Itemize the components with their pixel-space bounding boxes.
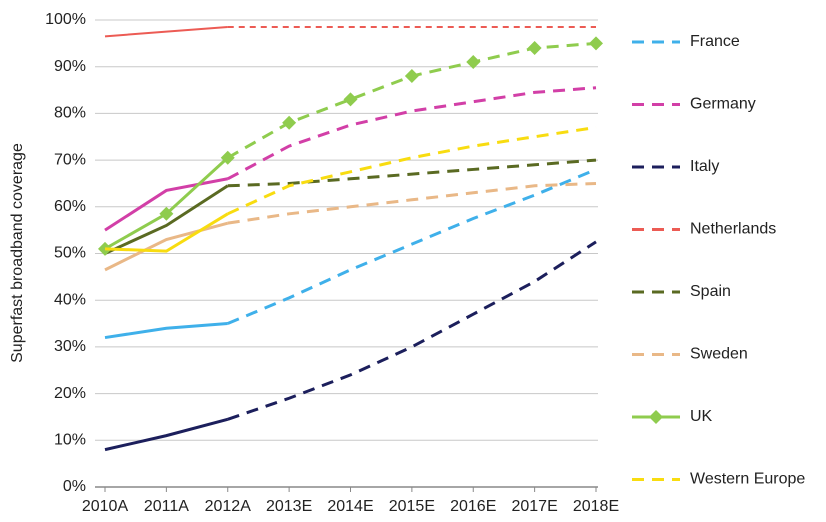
actual-line [104, 26, 228, 38]
legend-label: Netherlands [690, 221, 776, 238]
y-tick-label: 0% [63, 478, 86, 495]
legend-label: UK [690, 408, 713, 425]
legend-label: Spain [690, 283, 731, 300]
actual-line [104, 184, 229, 255]
actual-line [104, 212, 229, 253]
y-tick-label: 30% [54, 338, 86, 355]
legend-marker [649, 410, 663, 424]
x-tick-label: 2013E [266, 498, 312, 515]
x-tick-label: 2015E [389, 498, 435, 515]
forecast-line [227, 168, 597, 325]
legend-label: France [690, 33, 740, 50]
marker [343, 92, 358, 107]
actual-line [104, 177, 229, 232]
forecast-line [227, 125, 597, 216]
marker [466, 55, 481, 70]
marker [220, 150, 235, 165]
marker [527, 41, 542, 56]
actual-line [104, 417, 229, 452]
y-axis-label: Superfast broadband coverage [9, 143, 26, 363]
actual-line [104, 221, 229, 272]
y-tick-label: 70% [54, 151, 86, 168]
y-tick-label: 90% [54, 58, 86, 75]
x-tick-label: 2018E [573, 498, 619, 515]
y-tick-label: 100% [45, 11, 86, 28]
x-tick-label: 2017E [511, 498, 557, 515]
x-tick-label: 2010A [82, 498, 129, 515]
x-tick-label: 2012A [205, 498, 252, 515]
legend-label: Italy [690, 158, 719, 175]
y-tick-label: 10% [54, 432, 86, 449]
legend-label: Sweden [690, 346, 748, 363]
forecast-line [227, 86, 597, 181]
x-tick-label: 2011A [144, 498, 189, 515]
y-tick-label: 40% [54, 291, 86, 308]
y-tick-label: 50% [54, 245, 86, 262]
y-tick-label: 80% [54, 105, 86, 122]
actual-line [104, 156, 229, 251]
forecast-line [227, 181, 597, 225]
x-tick-label: 2016E [450, 498, 496, 515]
marker [159, 206, 174, 221]
marker [404, 69, 419, 84]
y-tick-label: 60% [54, 198, 86, 215]
forecast-line [227, 240, 597, 421]
marker [282, 115, 297, 130]
legend-label: Western Europe [690, 471, 805, 488]
actual-line [104, 322, 228, 340]
marker [589, 36, 603, 51]
legend-label: Germany [690, 96, 756, 113]
x-tick-label: 2014E [327, 498, 373, 515]
y-tick-label: 20% [54, 385, 86, 402]
forecast-line [227, 41, 597, 160]
forecast-line [227, 158, 597, 188]
